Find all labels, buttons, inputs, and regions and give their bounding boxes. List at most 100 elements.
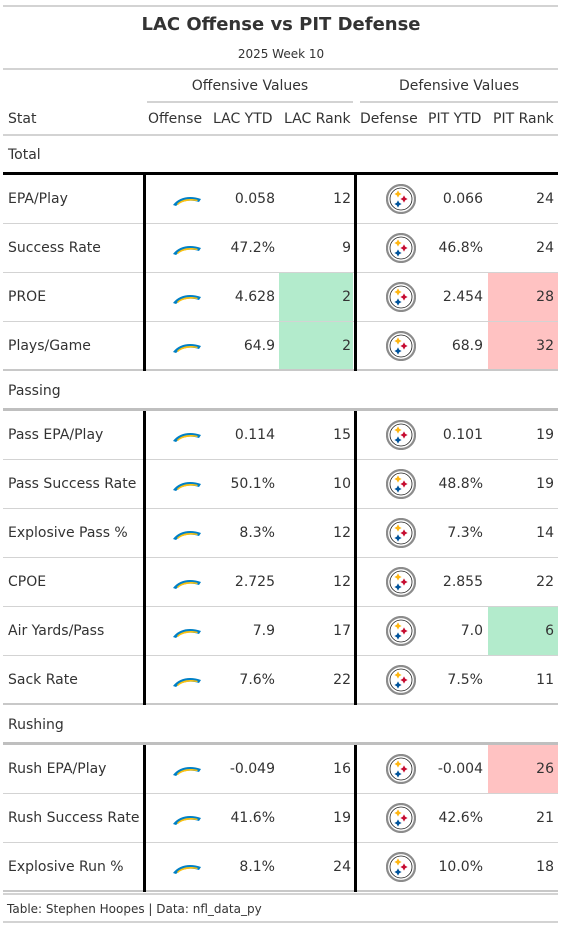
pit-ytd-value: -0.004 [437,761,483,777]
pit-ytd-value: 48.8% [438,476,483,492]
header-rule [3,134,558,136]
steelers-logo-icon [385,183,417,218]
steelers-logo-icon [385,330,417,365]
stat-name: PROE [8,289,47,305]
page-subtitle: 2025 Week 10 [237,47,325,61]
lac-rank-value: 2 [342,289,351,305]
lac-rank-value: 10 [333,476,351,492]
offense-column-divider [143,175,146,371]
stat-name: Pass EPA/Play [8,427,104,443]
stat-name: Air Yards/Pass [8,623,105,639]
steelers-logo-icon [385,664,417,699]
lac-ytd-value: 8.1% [239,859,275,875]
section-label: Total [8,147,41,163]
table-row: EPA/Play 0.058 12 0.066 24 [3,175,558,224]
pit-rank-highlight [488,273,558,321]
row-divider [3,321,558,322]
stat-name: Success Rate [8,240,101,256]
stat-name: Sack Rate [8,672,78,688]
pit-rank-value: 22 [536,574,554,590]
lac-rank-value: 12 [333,574,351,590]
row-divider [3,890,558,892]
stat-name: CPOE [8,574,47,590]
lac-rank-value: 24 [333,859,351,875]
table-row: Success Rate 47.2% 9 46.8% 24 [3,224,558,273]
defense-column-divider [354,745,357,892]
lac-ytd-value: 7.6% [239,672,275,688]
defensive-values-underline [360,101,558,103]
pit-ytd-value: 46.8% [438,240,483,256]
column-header-pit-ytd: PIT YTD [428,111,482,127]
column-header-pit-rank: PIT Rank [493,111,554,127]
steelers-logo-icon [385,753,417,788]
title-rule [3,68,558,70]
offense-column-divider [143,745,146,892]
stat-name: Explosive Pass % [8,525,128,541]
pit-rank-value: 26 [536,761,554,777]
chargers-logo-icon [172,763,202,782]
section-bottom-rule [3,408,558,411]
steelers-logo-icon [385,566,417,601]
steelers-logo-icon [385,851,417,886]
offensive-values-underline [147,101,353,103]
row-divider [3,655,558,656]
offense-column-divider [143,411,146,705]
pit-ytd-value: 7.5% [447,672,483,688]
lac-rank-highlight [279,322,353,370]
steelers-logo-icon [385,419,417,454]
chargers-logo-icon [172,527,202,546]
steelers-logo-icon [385,615,417,650]
lac-rank-value: 19 [333,810,351,826]
row-divider [3,793,558,794]
lac-ytd-value: 50.1% [230,476,275,492]
lac-rank-value: 12 [333,191,351,207]
lac-ytd-value: 4.628 [234,289,275,305]
table-row: Explosive Run % 8.1% 24 10.0% 18 [3,843,558,892]
table-row: Pass Success Rate 50.1% 10 48.8% 19 [3,460,558,509]
lac-ytd-value: 7.9 [252,623,275,639]
section-bottom-rule [3,172,558,175]
pit-ytd-value: 68.9 [451,338,483,354]
footer-rule [3,921,558,923]
lac-ytd-value: 64.9 [243,338,275,354]
bottom-rule [3,893,558,895]
lac-ytd-value: 47.2% [230,240,275,256]
pit-rank-value: 14 [536,525,554,541]
row-divider [3,842,558,843]
chargers-logo-icon [172,674,202,693]
row-divider [3,557,558,558]
chargers-logo-icon [172,478,202,497]
chargers-logo-icon [172,193,202,212]
column-header-stat: Stat [8,111,37,127]
section-header-rushing: Rushing [3,706,558,745]
column-header-lac-rank: LAC Rank [284,111,351,127]
column-header-offense: Offense [148,111,203,127]
pit-rank-value: 6 [545,623,554,639]
table-row: Plays/Game 64.9 2 68.9 32 [3,322,558,371]
lac-rank-value: 22 [333,672,351,688]
chargers-logo-icon [172,291,202,310]
steelers-logo-icon [385,232,417,267]
column-header-defense: Defense [360,111,418,127]
defense-column-divider [354,175,357,371]
pit-rank-value: 32 [536,338,554,354]
pit-ytd-value: 7.0 [460,623,483,639]
table-row: Rush Success Rate 41.6% 19 42.6% 21 [3,794,558,843]
table-row: PROE 4.628 2 2.454 28 [3,273,558,322]
steelers-logo-icon [385,802,417,837]
row-divider [3,459,558,460]
row-divider [3,508,558,509]
pit-rank-value: 24 [536,240,554,256]
stat-name: Explosive Run % [8,859,124,875]
section-header-total: Total [3,136,558,175]
row-divider [3,606,558,607]
lac-rank-value: 15 [333,427,351,443]
lac-rank-highlight [279,273,353,321]
table-row: Air Yards/Pass 7.9 17 7.0 6 [3,607,558,656]
lac-ytd-value: 0.058 [234,191,275,207]
chargers-logo-icon [172,625,202,644]
steelers-logo-icon [385,468,417,503]
pit-ytd-value: 42.6% [438,810,483,826]
stat-name: Pass Success Rate [8,476,137,492]
lac-ytd-value: -0.049 [229,761,275,777]
